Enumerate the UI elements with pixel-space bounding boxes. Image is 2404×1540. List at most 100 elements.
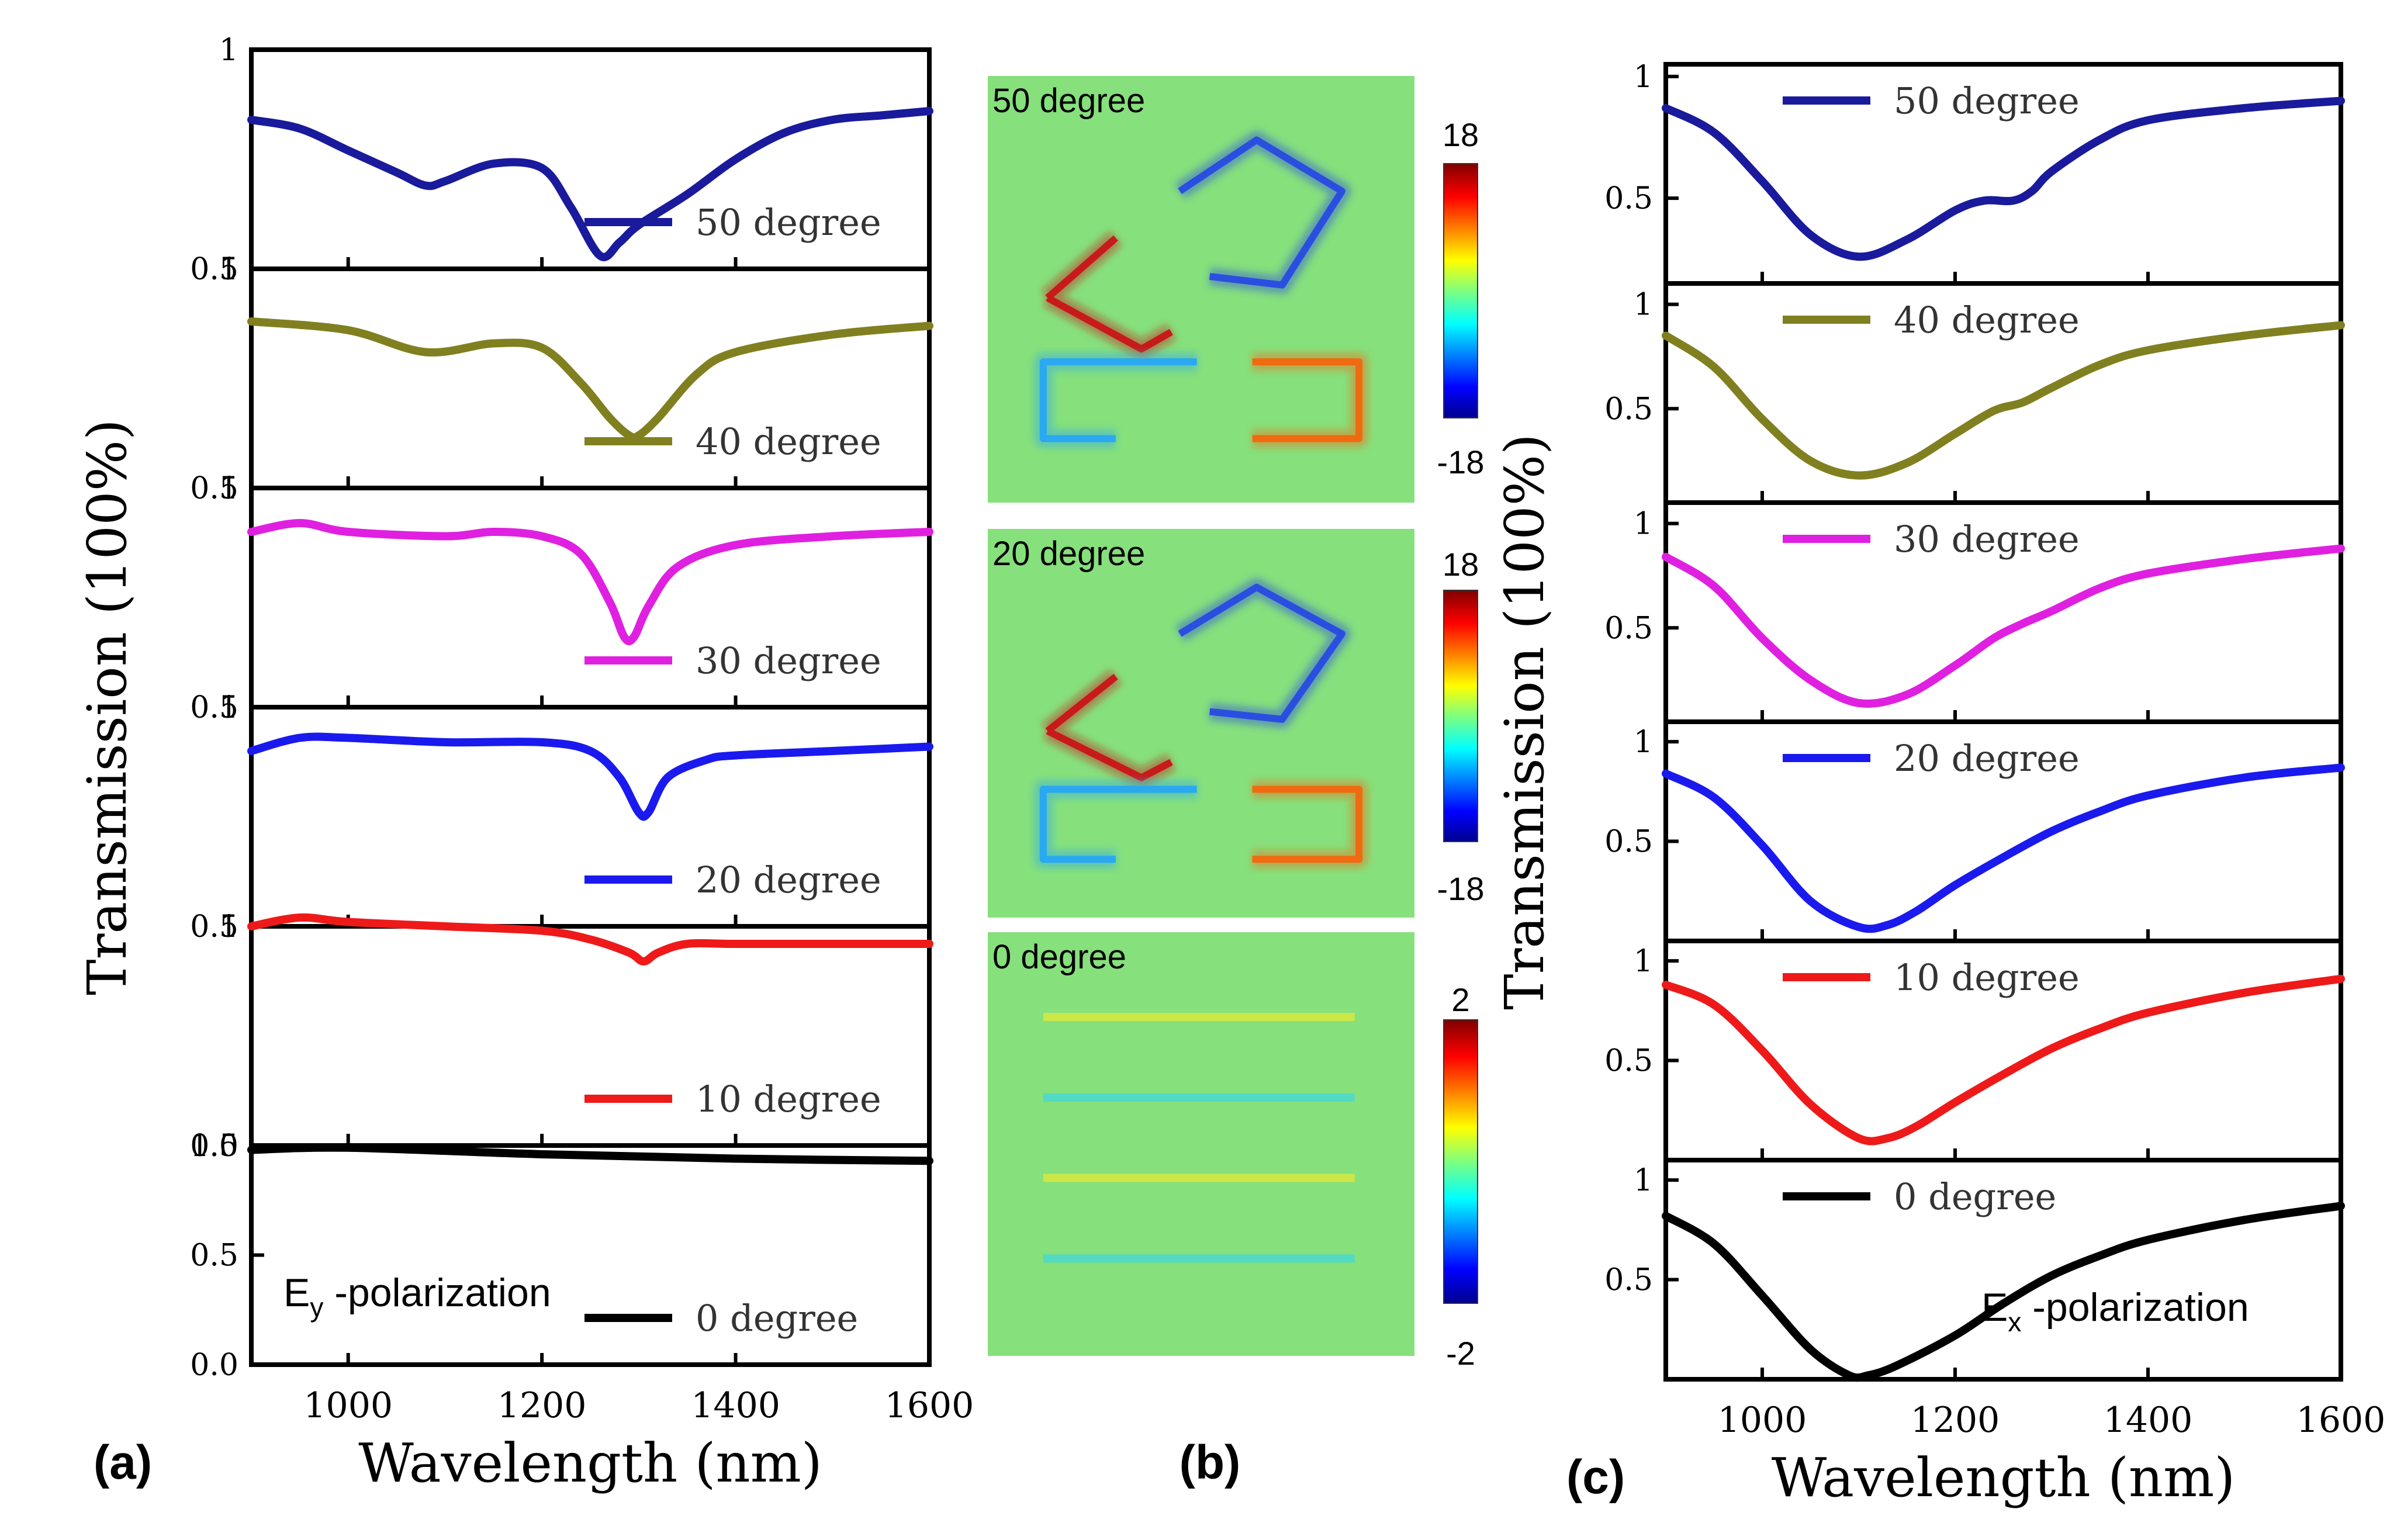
series-line-40-degree [1662,321,2345,480]
polarization-sub: y [310,1292,323,1323]
y-tick-label: 1.0 [190,1129,238,1164]
hot-corner-upper [1045,674,1173,781]
y-tick-label: 0.5 [1604,1044,1653,1079]
y-tick-label: 0.5 [1604,181,1653,216]
field-strip [1043,1013,1355,1021]
field-background [988,932,1414,1356]
panel-b: 50 degree 18 -18 20 degree 18 -18 0 degree 2 -2 (… [988,76,1484,1489]
series-line-10-degree [1662,974,2345,1146]
y-tick-label: 1 [219,909,238,944]
y-tick-label: 0.0 [190,1348,238,1383]
legend-label: 10 degree [696,1078,881,1120]
legend-label: 10 degree [1894,956,2080,999]
y-tick-label: 0.5 [1604,611,1653,646]
y-tick-label: 1 [1634,1163,1653,1198]
subplot-50-degree: 10.550 degree [190,33,933,287]
y-tick-label: 1 [1634,725,1653,760]
y-axis-label: Transmission (100%) [76,419,139,995]
colorbar [1443,163,1478,418]
colorbar-max-label: 2 [1451,981,1469,1018]
x-tick-label: 1600 [885,1385,974,1426]
y-tick-label: 0.5 [1604,392,1653,427]
x-tick-label: 1200 [1911,1400,2000,1441]
x-tick-label: 1400 [2104,1400,2193,1441]
y-tick-label: 1 [1634,507,1653,542]
series-line-20-degree [247,732,933,821]
cold-rect-lower [1039,785,1197,863]
x-tick-label: 1000 [1718,1400,1807,1441]
hot-rect-lower [1252,358,1363,442]
x-tick-label: 1200 [497,1385,587,1426]
polarization-main: E [1981,1285,2008,1330]
series-line-30-degree [1662,544,2345,708]
y-axis-label: Transmission (100%) [1493,434,1556,1010]
subplot-30-degree: 10.530 degree [190,471,933,725]
x-axis-label: Wavelength (nm) [358,1432,822,1494]
y-tick-label: 1 [219,471,238,506]
subplot-0-degree: 1 0.5 0 degree [1604,1158,2345,1382]
legend-label: 50 degree [696,201,881,244]
colorbar-max-label: 18 [1443,116,1479,153]
y-tick-label: 0.5 [190,690,238,725]
colorbar-max-label: 18 [1443,546,1479,583]
hot-rect-lower [1252,785,1363,863]
field-strip [1043,1254,1355,1263]
legend-label: 40 degree [696,420,881,463]
x-axis-label: Wavelength (nm) [1772,1446,2236,1509]
legend-label: 0 degree [1894,1175,2056,1218]
series-line-10-degree [247,913,933,965]
field-map-1: 20 degree 18 -18 [988,529,1484,918]
subplot-30-degree: 1 0.5 30 degree [1604,500,2345,724]
cold-corner-upper [1178,136,1345,289]
legend-label: 30 degree [696,639,881,682]
field-map-2: 0 degree 2 -2 [988,932,1478,1372]
cold-rect-lower [1039,358,1197,442]
subplot-10-degree: 10.5 10 degree [190,909,933,1164]
polarization-rest: -polarization [323,1271,551,1315]
series-line-30-degree [247,519,933,645]
panel-label: (c) [1566,1451,1625,1504]
field-strip [1043,1174,1355,1182]
colorbar [1443,590,1478,842]
legend-label: 20 degree [696,859,881,901]
polarization-label: Ex -polarization [1981,1285,2249,1337]
y-tick-label: 0.5 [190,471,238,506]
legend-label: 30 degree [1894,518,2080,560]
y-tick-label: 0.5 [1604,825,1653,860]
x-tick-label: 1400 [691,1385,780,1426]
legend-label: 40 degree [1894,299,2080,341]
subplot-frame [1663,1158,2343,1382]
series-line-50-degree [247,107,933,261]
y-tick-label: 0.5 [190,1238,238,1273]
polarization-rest: -polarization [2021,1285,2249,1330]
y-tick-label: 0.5 [1604,1263,1653,1298]
y-tick-label: 1 [1634,288,1653,323]
subplot-0-degree: 1.00.50.00 degree [190,1129,933,1383]
legend-label: 20 degree [1894,737,2080,780]
field-map-title: 50 degree [992,82,1145,120]
x-tick-label: 1000 [303,1385,393,1426]
y-tick-label: 0.5 [190,909,238,944]
hot-corner-upper [1045,235,1173,353]
subplot-20-degree: 10.520 degree [190,690,933,944]
panel-label: (a) [94,1436,152,1489]
x-tick-label: 1600 [2296,1400,2386,1441]
legend-label: 50 degree [1894,79,2080,122]
series-line-40-degree [247,317,933,442]
colorbar-min-label: -18 [1437,444,1485,480]
colorbar-min-label: -2 [1446,1335,1475,1372]
subplot-40-degree: 1 0.5 40 degree [1604,281,2345,505]
field-map-0: 50 degree 18 -18 [988,76,1484,503]
field-strip [1043,1093,1355,1102]
series-line-0-degree [1662,1202,2345,1382]
field-map-title: 20 degree [992,535,1145,573]
y-tick-label: 1 [219,690,238,725]
polarization-label: Ey -polarization [283,1271,551,1323]
y-tick-label: 1 [1634,944,1653,979]
subplot-40-degree: 10.5 40 degree [190,252,933,506]
subplot-10-degree: 1 0.5 10 degree [1604,939,2345,1162]
polarization-sub: x [2008,1307,2021,1337]
